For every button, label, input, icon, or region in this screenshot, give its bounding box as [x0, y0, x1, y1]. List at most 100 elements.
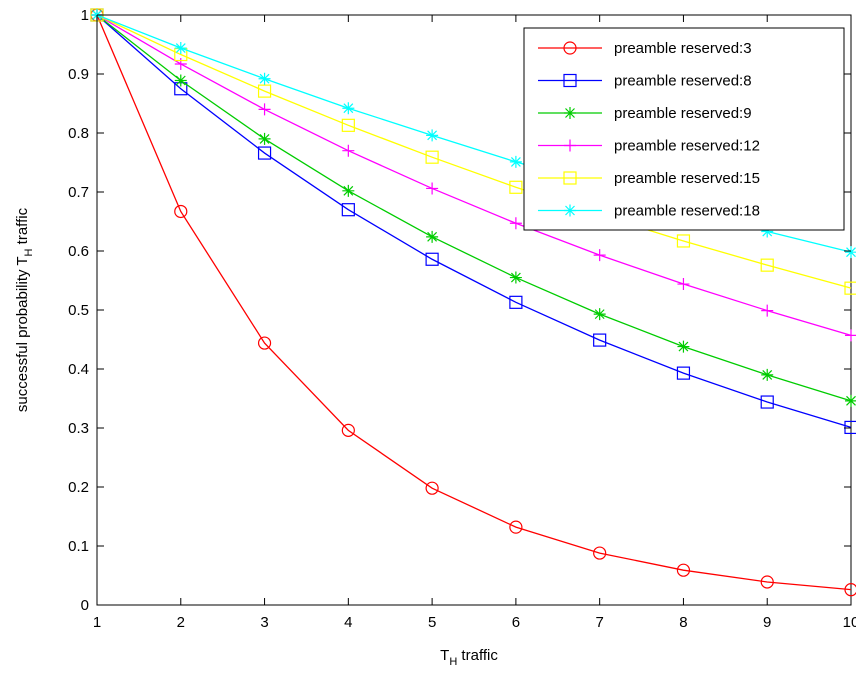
marker-shape — [509, 271, 522, 284]
data-point — [844, 281, 856, 295]
data-point — [426, 182, 439, 195]
data-point — [258, 72, 271, 85]
legend-marker — [563, 171, 577, 185]
data-point — [425, 481, 439, 495]
data-point — [760, 395, 774, 409]
series-line — [96, 14, 852, 429]
marker-shape — [564, 107, 576, 119]
marker-shape — [593, 249, 606, 262]
legend-label: preamble reserved:18 — [614, 203, 760, 220]
data-point — [845, 394, 856, 407]
data-point — [676, 563, 691, 577]
data-point — [174, 42, 187, 55]
x-tick-label: 2 — [177, 614, 185, 631]
data-point — [342, 102, 355, 115]
series-line — [96, 14, 852, 289]
y-tick-label: 0.1 — [68, 538, 89, 555]
y-tick-label: 0 — [81, 597, 89, 614]
x-tick-label: 3 — [260, 614, 268, 631]
x-tick-label: 1 — [93, 614, 101, 631]
data-point — [174, 204, 188, 219]
data-point — [509, 155, 522, 168]
marker-shape — [426, 129, 439, 142]
series-1 — [90, 8, 856, 597]
marker-shape — [761, 225, 774, 238]
y-tick-label: 0.5 — [68, 302, 89, 319]
data-point — [593, 308, 606, 321]
data-point — [257, 146, 272, 160]
series-line — [96, 14, 852, 402]
data-point — [844, 420, 856, 435]
data-point — [677, 278, 690, 291]
marker-shape — [174, 42, 187, 55]
data-point — [845, 246, 856, 259]
x-tick-label: 10 — [843, 614, 856, 631]
axis-ticks: 1 2 3 4 5 6 7 8 9 10 0 0.1 0.2 0.3 0.4 0.5 0.6 0.7 0.8 0.9 1 — [68, 7, 856, 631]
data-point — [844, 583, 856, 597]
data-point — [341, 423, 355, 437]
legend-marker — [563, 73, 577, 88]
legend-entry: preamble reserved:12 — [538, 138, 760, 155]
data-point — [845, 329, 856, 342]
series-2 — [90, 8, 856, 435]
data-point — [258, 132, 271, 145]
legend-entry: preamble reserved:9 — [538, 105, 752, 122]
data-point — [593, 546, 607, 560]
data-point — [509, 520, 523, 534]
y-tick-label: 0.9 — [68, 66, 89, 83]
data-point — [593, 333, 607, 347]
y-tick-label: 0.7 — [68, 184, 89, 201]
y-tick-label: 0.8 — [68, 125, 89, 142]
data-point — [761, 368, 774, 381]
y-tick-label: 0.4 — [68, 361, 89, 378]
marker-shape — [426, 230, 439, 243]
legend: preamble reserved:3 preamble reserved:8 pr… — [523, 27, 845, 231]
data-point — [426, 129, 439, 142]
data-point — [509, 295, 523, 309]
marker-shape — [677, 278, 690, 291]
marker-shape — [564, 204, 576, 217]
y-tick-label: 0.3 — [68, 420, 89, 437]
data-point — [761, 225, 774, 238]
marker-shape — [342, 184, 355, 197]
data-point — [341, 203, 355, 217]
data-point — [760, 575, 774, 589]
x-tick-label: 6 — [512, 614, 520, 631]
marker-shape — [845, 329, 856, 342]
legend-label: preamble reserved:9 — [614, 105, 752, 122]
marker-shape — [174, 74, 187, 87]
data-point — [676, 366, 691, 380]
marker-shape — [258, 132, 271, 145]
series-line — [96, 14, 852, 591]
data-point — [593, 249, 606, 262]
x-tick-label: 8 — [679, 614, 687, 631]
data-point — [761, 304, 774, 317]
data-point — [342, 144, 355, 157]
y-tick-label: 1 — [81, 7, 89, 24]
data-point — [677, 340, 690, 353]
marker-shape — [564, 139, 576, 152]
data-point — [760, 258, 774, 272]
legend-marker — [563, 41, 577, 55]
legend-label: preamble reserved:8 — [614, 73, 752, 90]
legend-label: preamble reserved:15 — [614, 170, 760, 187]
data-point — [341, 118, 355, 132]
marker-shape — [509, 217, 522, 230]
data-point — [509, 217, 522, 230]
marker-shape — [845, 246, 856, 259]
marker-shape — [258, 72, 271, 85]
marker-shape — [761, 304, 774, 317]
data-point — [426, 230, 439, 243]
marker-shape — [845, 394, 856, 407]
y-tick-label: 0.6 — [68, 243, 89, 260]
legend-label: preamble reserved:3 — [614, 40, 752, 57]
x-axis-label: TH traffic — [440, 647, 498, 668]
legend-label: preamble reserved:12 — [614, 138, 760, 155]
y-tick-label: 0.2 — [68, 479, 89, 496]
marker-shape — [342, 102, 355, 115]
x-tick-label: 4 — [344, 614, 352, 631]
legend-box — [523, 27, 845, 231]
legend-marker — [564, 107, 576, 119]
x-tick-label: 5 — [428, 614, 436, 631]
